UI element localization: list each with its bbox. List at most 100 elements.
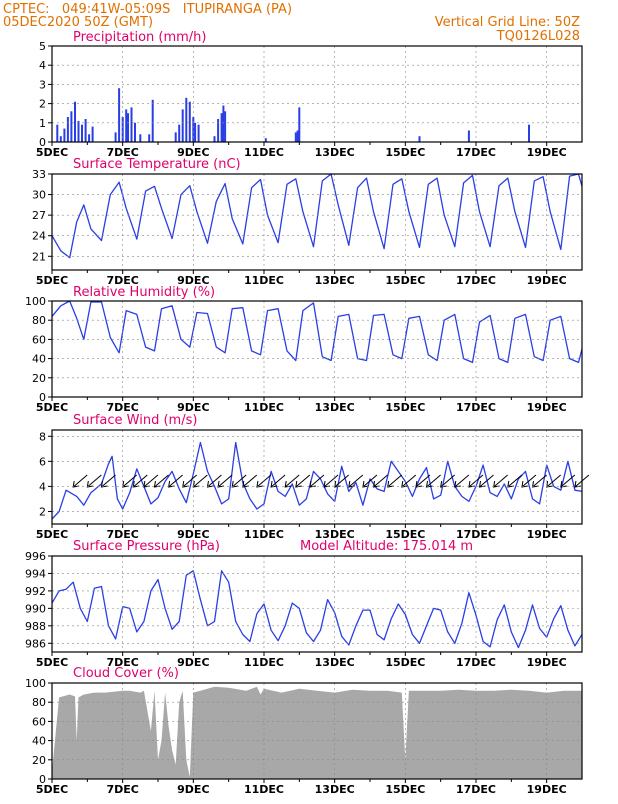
- wind-arrow: [454, 474, 470, 488]
- cloud-cover-title: Cloud Cover (%): [73, 666, 179, 681]
- pressure-annotation: Model Altitude: 175.014 m: [300, 539, 473, 554]
- wind-arrow: [440, 474, 455, 488]
- wind-arrow: [531, 474, 547, 488]
- pressure-x-tick-label: 9DEC: [177, 656, 209, 669]
- precipitation-bar: [70, 111, 73, 142]
- precipitation-bar: [125, 109, 128, 142]
- precipitation-y-tick-label: 4: [39, 59, 46, 72]
- wind-arrow: [100, 474, 116, 488]
- humidity-y-tick-label: 0: [39, 391, 46, 404]
- precipitation-bar: [217, 119, 220, 142]
- pressure-x-tick-label: 5DEC: [36, 656, 68, 669]
- wind-x-tick-label: 5DEC: [36, 528, 68, 541]
- cloud-cover-y-tick-label: 40: [32, 735, 46, 748]
- wind-arrow: [231, 474, 247, 488]
- wind-arrow: [387, 474, 402, 488]
- wind-y-tick-label: 2: [39, 505, 46, 518]
- wind-arrow: [182, 474, 198, 488]
- header-model-code: TQ0126L028: [496, 29, 580, 44]
- wind-arrow: [560, 474, 576, 488]
- humidity-frame: [51, 300, 583, 398]
- temperature-y-tick-label: 27: [32, 209, 46, 222]
- wind-x-tick-label: 7DEC: [106, 528, 138, 541]
- cloud-cover-y-tick-label: 20: [32, 754, 46, 767]
- precipitation-bar: [197, 124, 200, 142]
- humidity-x-tick-label: 9DEC: [177, 401, 209, 414]
- precipitation-bar: [139, 134, 142, 142]
- wind-y-tick-label: 8: [39, 430, 46, 443]
- pressure-y-tick-label: 986: [25, 637, 46, 650]
- precipitation-bar: [467, 130, 470, 142]
- pressure-y-tick-label: 988: [25, 620, 46, 633]
- humidity-x-tick-label: 15DEC: [385, 401, 425, 414]
- cloud-cover-x-tick-label: 19DEC: [527, 783, 567, 796]
- precipitation-y-tick-label: 0: [39, 136, 46, 149]
- precipitation-bar: [178, 124, 181, 142]
- precipitation-bar: [220, 113, 223, 142]
- pressure-y-tick-label: 996: [25, 550, 46, 563]
- precipitation-bar: [296, 130, 299, 142]
- humidity-y-tick-label: 40: [32, 353, 46, 366]
- wind-title: Surface Wind (m/s): [73, 413, 197, 428]
- precipitation-bar: [121, 117, 124, 142]
- precipitation-bar: [192, 117, 195, 142]
- wind-arrow: [295, 474, 311, 488]
- cloud-cover-area: [52, 686, 582, 779]
- precipitation-bar: [194, 122, 197, 142]
- wind-arrow: [122, 474, 137, 488]
- humidity-x-tick-label: 7DEC: [106, 401, 138, 414]
- precipitation-bar: [91, 126, 94, 142]
- wind-x-tick-label: 17DEC: [456, 528, 496, 541]
- pressure-x-tick-label: 19DEC: [527, 656, 567, 669]
- precipitation-y-tick-label: 2: [39, 98, 46, 111]
- precipitation-bar: [134, 122, 136, 142]
- cloud-cover-x-tick-label: 9DEC: [177, 783, 209, 796]
- humidity-y-tick-label: 100: [25, 295, 46, 308]
- temperature-y-tick-label: 24: [32, 230, 46, 243]
- pressure-x-tick-label: 17DEC: [456, 656, 496, 669]
- humidity-title: Relative Humidity (%): [73, 285, 215, 300]
- humidity-x-tick-label: 17DEC: [456, 401, 496, 414]
- temperature-y-tick-label: 21: [32, 250, 46, 263]
- wind-x-tick-label: 11DEC: [244, 528, 284, 541]
- wind-panel: 2 4 6 8 5DEC 7DEC 9DEC 11DEC 13DEC 15DEC 17DEC 19DE…: [36, 413, 590, 541]
- precipitation-bar: [264, 138, 267, 142]
- precipitation-bar: [181, 109, 184, 142]
- cloud-cover-y-tick-label: 60: [32, 715, 46, 728]
- pressure-y-tick-label: 994: [25, 567, 46, 580]
- precipitation-bar: [528, 124, 530, 142]
- wind-arrow: [507, 474, 523, 488]
- temperature-x-tick-label: 9DEC: [177, 274, 209, 287]
- precipitation-bar: [174, 132, 177, 142]
- humidity-x-tick-label: 19DEC: [527, 401, 567, 414]
- cloud-cover-x-tick-label: 13DEC: [315, 783, 355, 796]
- temperature-x-tick-label: 7DEC: [106, 274, 138, 287]
- precipitation-bar: [224, 111, 227, 142]
- precipitation-bar: [77, 120, 80, 142]
- precipitation-y-tick-label: 5: [39, 40, 46, 53]
- temperature-x-tick-label: 17DEC: [456, 274, 496, 287]
- pressure-x-tick-label: 15DEC: [385, 656, 425, 669]
- cloud-cover-x-tick-label: 5DEC: [36, 783, 68, 796]
- precipitation-bar: [81, 124, 83, 142]
- precipitation-panel: 0 1 2 3 4 5 5DEC 7DEC 9DEC 11DEC 13DEC 15DEC 17DEC 19…: [36, 30, 583, 159]
- temperature-x-tick-label: 19DEC: [527, 274, 567, 287]
- wind-arrow: [167, 474, 183, 488]
- precipitation-bar: [418, 136, 421, 142]
- wind-x-tick-label: 9DEC: [177, 528, 209, 541]
- cloud-cover-x-tick-label: 11DEC: [244, 783, 284, 796]
- wind-line: [51, 441, 583, 520]
- temperature-panel: 21 24 27 30 33 5DEC 7DEC 9DEC 11DEC 13DEC 15DEC 17D…: [32, 157, 583, 287]
- wind-y-tick-label: 4: [39, 480, 46, 493]
- humidity-y-tick-label: 80: [32, 314, 46, 327]
- pressure-x-tick-label: 11DEC: [244, 656, 284, 669]
- precipitation-x-tick-label: 5DEC: [36, 146, 68, 159]
- wind-arrow: [242, 474, 258, 488]
- cloud-cover-frame: [51, 682, 583, 780]
- precipitation-y-tick-label: 1: [39, 117, 46, 130]
- precipitation-x-tick-label: 19DEC: [527, 146, 567, 159]
- precipitation-bar: [213, 136, 216, 142]
- precipitation-bar: [63, 128, 66, 142]
- cloud-cover-x-tick-label: 15DEC: [385, 783, 425, 796]
